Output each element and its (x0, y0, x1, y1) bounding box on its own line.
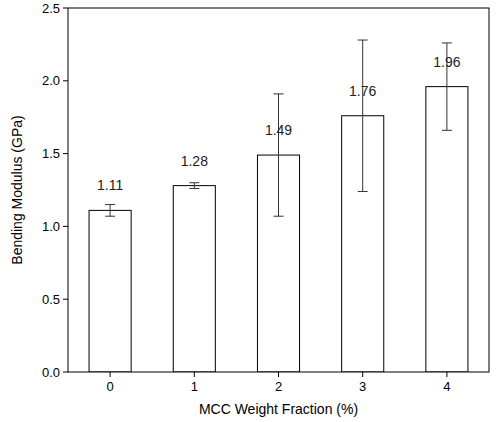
error-bar (105, 205, 115, 217)
error-cap (274, 216, 284, 217)
y-tick-label: 2.0 (42, 73, 60, 88)
error-cap (274, 93, 284, 94)
x-tick (278, 372, 279, 377)
error-line (278, 94, 279, 216)
y-tick-label: 1.0 (42, 219, 60, 234)
x-tick-label: 0 (106, 379, 113, 394)
error-line (362, 40, 363, 191)
y-tick (63, 153, 68, 154)
error-bar (358, 40, 368, 191)
x-tick (194, 372, 195, 377)
data-label: 1.96 (433, 54, 460, 70)
y-tick (63, 8, 68, 9)
bars (89, 40, 468, 372)
error-cap (189, 188, 199, 189)
error-line (194, 183, 195, 189)
y-tick-label: 1.5 (42, 146, 60, 161)
chart: 1.11 1.28 1.49 1.76 1.96 0.0 0.5 1.0 1.5 2.0 2.5 0 1… (0, 0, 500, 422)
x-tick-label: 1 (191, 379, 198, 394)
x-tick (446, 372, 447, 377)
bar (89, 210, 131, 372)
error-line (110, 205, 111, 217)
data-label: 1.49 (265, 122, 292, 138)
error-bar (189, 183, 199, 189)
error-cap (358, 191, 368, 192)
error-cap (105, 216, 115, 217)
x-tick-label: 2 (275, 379, 282, 394)
error-cap (442, 130, 452, 131)
bar (173, 186, 215, 372)
y-axis-label: Bending Modulus (GPa) (9, 115, 25, 264)
error-bar (274, 94, 284, 216)
y-tick-label: 0.0 (42, 365, 60, 380)
x-tick-label: 3 (359, 379, 366, 394)
error-cap (442, 42, 452, 43)
error-cap (358, 40, 368, 41)
error-cap (105, 204, 115, 205)
x-tick (362, 372, 363, 377)
x-tick-label: 4 (443, 379, 450, 394)
x-axis-label: MCC Weight Fraction (%) (199, 401, 358, 417)
y-tick (63, 80, 68, 81)
y-tick-label: 2.5 (42, 1, 60, 16)
y-tick (63, 226, 68, 227)
x-tick (110, 372, 111, 377)
y-tick (63, 299, 68, 300)
y-tick-label: 0.5 (42, 292, 60, 307)
data-label: 1.76 (349, 83, 376, 99)
data-label: 1.11 (97, 177, 123, 193)
plot-frame (68, 8, 489, 372)
error-cap (189, 182, 199, 183)
data-label: 1.28 (181, 153, 208, 169)
y-tick (63, 372, 68, 373)
